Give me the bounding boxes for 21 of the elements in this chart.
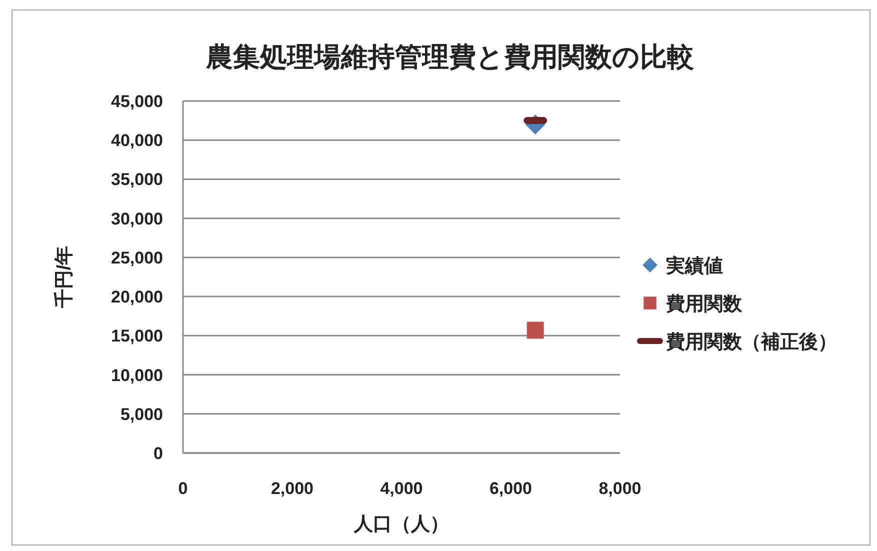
y-tick-label: 0	[154, 444, 163, 463]
x-tick-label: 4,000	[380, 479, 423, 498]
y-tick-label: 10,000	[111, 366, 163, 385]
y-axis-title: 千円/年	[53, 246, 75, 310]
y-tick-label: 30,000	[111, 209, 163, 228]
x-tick-label: 6,000	[489, 479, 532, 498]
chart-title: 農集処理場維持管理費と費用関数の比較	[205, 42, 695, 72]
y-tick-label: 5,000	[120, 404, 163, 424]
legend-label: 費用関数	[665, 293, 743, 315]
y-tick-label: 40,000	[111, 131, 163, 150]
x-tick-label: 8,000	[598, 479, 642, 498]
y-tick-label: 25,000	[111, 248, 163, 268]
legend-label: 実績値	[665, 255, 723, 277]
y-tick-label: 20,000	[111, 288, 163, 307]
legend-label: 費用関数（補正後）	[665, 331, 837, 353]
y-tick-label: 45,000	[111, 92, 163, 111]
x-tick-label: 0	[178, 479, 188, 498]
y-tick-label: 35,000	[111, 170, 163, 190]
y-tick-label: 15,000	[111, 326, 163, 346]
x-axis-title: 人口（人）	[353, 514, 449, 535]
x-tick-label: 2,000	[270, 479, 314, 498]
